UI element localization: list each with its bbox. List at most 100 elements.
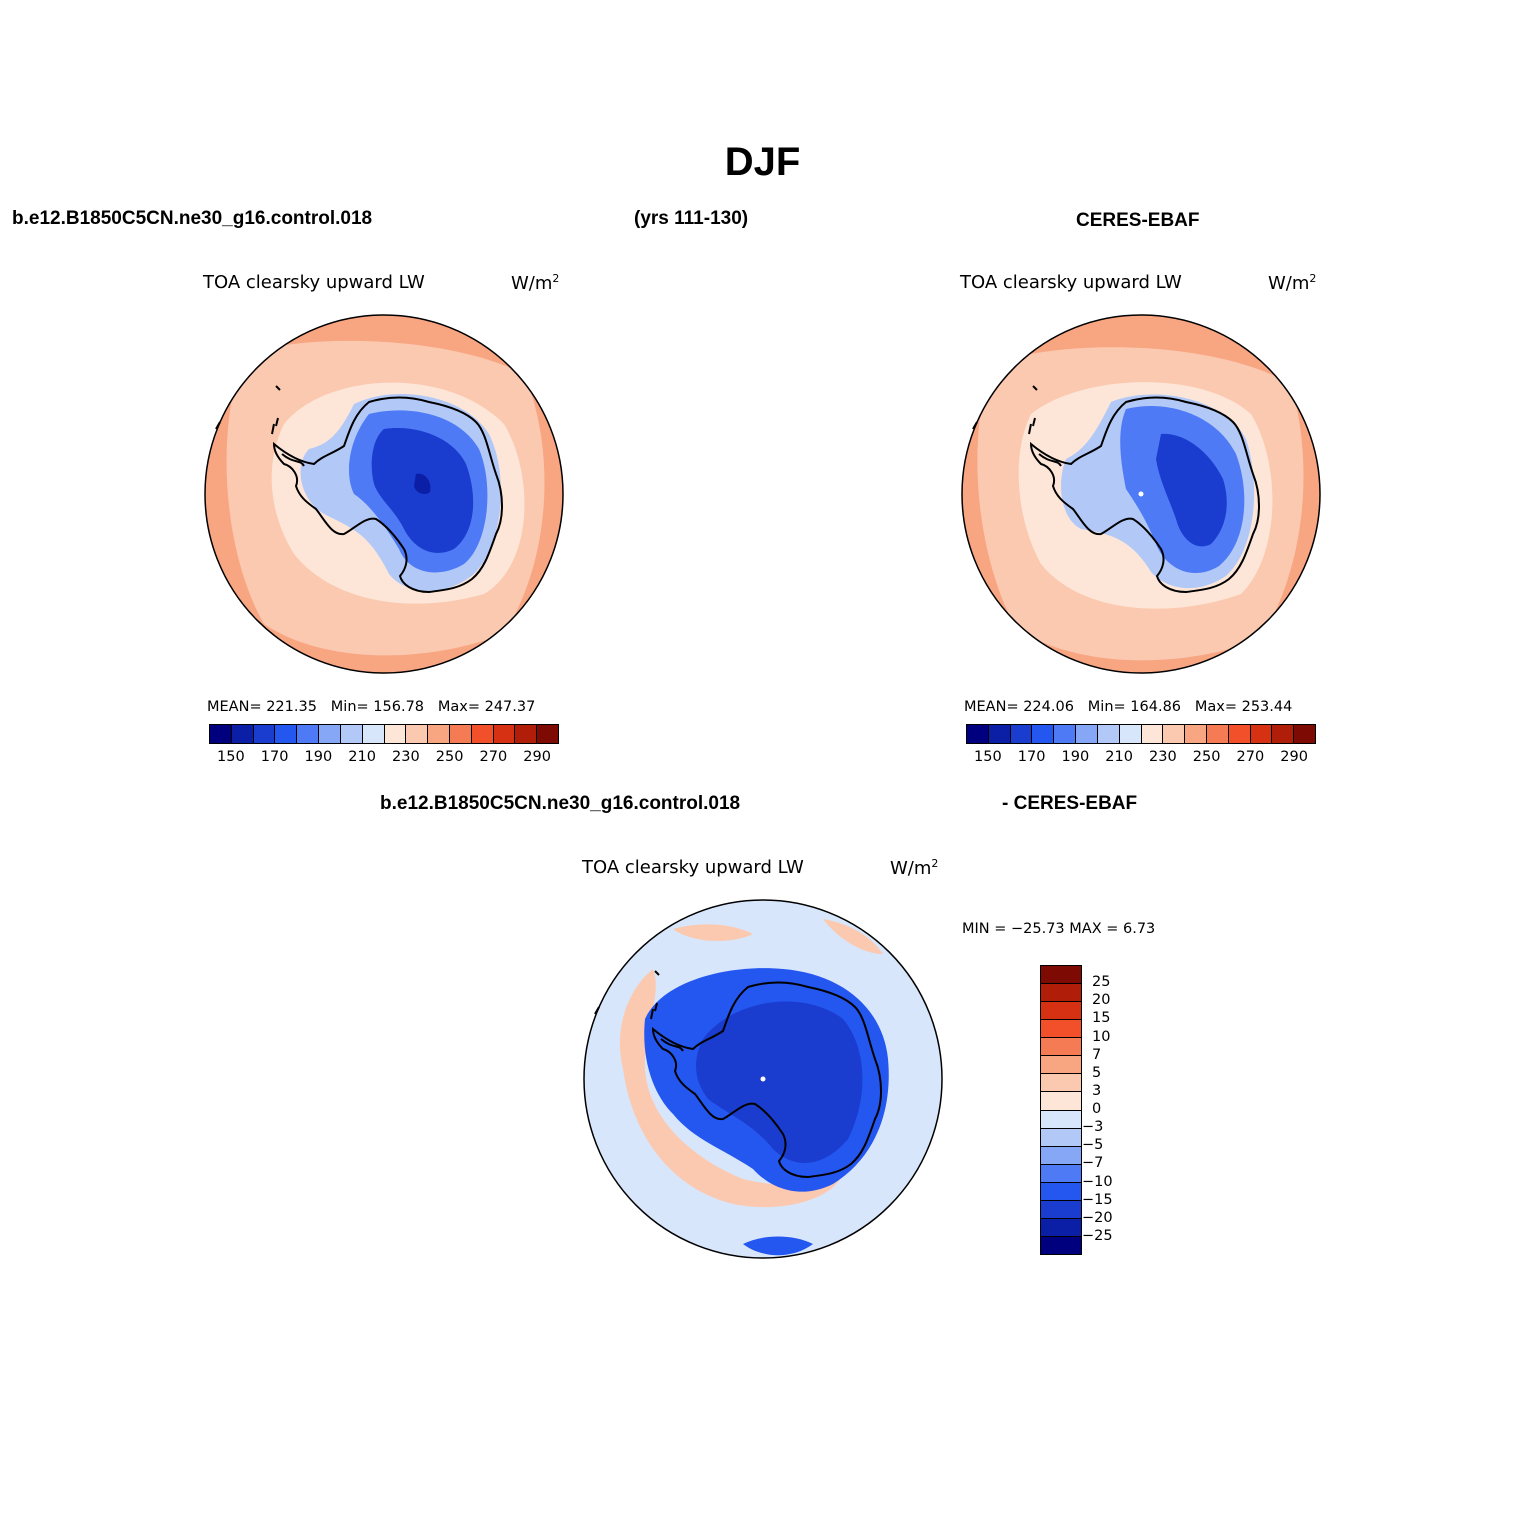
colorbar-swatch [428, 725, 450, 743]
colorbar-swatch [1141, 725, 1164, 743]
colorbar-tick-label: −10 [1082, 1173, 1113, 1190]
colorbar-swatch [1010, 725, 1033, 743]
colorbar-swatch [384, 725, 407, 743]
colorbar-swatch [319, 725, 341, 743]
colorbar-swatch [1041, 1020, 1081, 1039]
colorbar-tick-label: 10 [1092, 1028, 1111, 1045]
colorbar-tick-label: 210 [1105, 749, 1133, 765]
diff-minmax: MIN = −25.73 MAX = 6.73 [962, 921, 1156, 937]
colorbar-swatch [493, 725, 516, 743]
colorbar-tick-label: 190 [304, 749, 333, 765]
colorbar-tick-label: −3 [1082, 1119, 1104, 1136]
diff-units: W/m2 [890, 857, 939, 879]
colorbar-swatch [1041, 1110, 1081, 1129]
colorbar-tick-label: 15 [1092, 1010, 1111, 1027]
years-header: (yrs 111-130) [634, 208, 749, 229]
colorbar-tick-label: −5 [1082, 1137, 1104, 1154]
colorbar-swatch [471, 725, 494, 743]
colorbar-swatch [1041, 1182, 1081, 1201]
colorbar-swatch [340, 725, 363, 743]
colorbar-swatch [406, 725, 429, 743]
colorbar-swatch [988, 725, 1011, 743]
model-units: W/m2 [511, 272, 560, 294]
obs-stats: MEAN= 224.06 Min= 164.86 Max= 253.44 [964, 699, 1293, 715]
colorbar-tick-label: −15 [1082, 1191, 1113, 1208]
obs-colorbar-ticks: 150 170 190 210 230 250 270 290 [966, 749, 1316, 769]
obs-polar-map [961, 314, 1321, 674]
colorbar-swatch [210, 725, 232, 743]
case-name-header: b.e12.B1850C5CN.ne30_g16.control.018 [12, 208, 373, 229]
diff-colorbar-labels: 25 20 15 10 7 5 3 0 −3 −5 −7 −10 −15 −20 −25 [1082, 965, 1150, 1255]
colorbar-tick-label: 270 [1236, 749, 1265, 765]
colorbar-swatch [275, 725, 298, 743]
colorbar-tick-label: 5 [1092, 1064, 1102, 1081]
colorbar-swatch [1041, 1146, 1081, 1165]
model-colorbar [209, 724, 559, 744]
colorbar-swatch [1041, 966, 1081, 985]
colorbar-swatch [1041, 1092, 1081, 1111]
colorbar-swatch [1076, 725, 1098, 743]
colorbar-swatch [1054, 725, 1077, 743]
obs-colorbar [966, 724, 1316, 744]
colorbar-tick-label: −20 [1082, 1209, 1113, 1226]
colorbar-tick-label: 7 [1092, 1046, 1102, 1063]
colorbar-swatch [231, 725, 254, 743]
diff-colorbar [1040, 965, 1082, 1255]
colorbar-swatch [1032, 725, 1055, 743]
model-colorbar-ticks: 150 170 190 210 230 250 270 290 [209, 749, 559, 769]
colorbar-tick-label: −25 [1082, 1227, 1113, 1244]
colorbar-swatch [1041, 1128, 1081, 1147]
obs-plot-title: TOA clearsky upward LW [960, 272, 1182, 293]
colorbar-tick-label: 230 [392, 749, 420, 765]
colorbar-swatch [1041, 1002, 1081, 1021]
colorbar-tick-label: 290 [523, 749, 551, 765]
colorbar-swatch [1119, 725, 1142, 743]
colorbar-swatch [967, 725, 989, 743]
colorbar-swatch [1041, 1074, 1081, 1093]
colorbar-tick-label: 210 [348, 749, 376, 765]
colorbar-swatch [1097, 725, 1120, 743]
model-stats: MEAN= 221.35 Min= 156.78 Max= 247.37 [207, 699, 536, 715]
colorbar-swatch [1041, 1038, 1081, 1057]
colorbar-swatch [1041, 1236, 1081, 1254]
colorbar-swatch [1206, 725, 1229, 743]
colorbar-swatch [1228, 725, 1251, 743]
colorbar-swatch [253, 725, 276, 743]
colorbar-swatch [1272, 725, 1295, 743]
colorbar-tick-label: 25 [1092, 974, 1111, 991]
colorbar-tick-label: 170 [260, 749, 289, 765]
colorbar-swatch [1294, 725, 1315, 743]
colorbar-tick-label: 250 [435, 749, 464, 765]
colorbar-tick-label: −7 [1082, 1155, 1104, 1172]
colorbar-swatch [515, 725, 538, 743]
colorbar-swatch [1163, 725, 1186, 743]
model-polar-map [204, 314, 564, 674]
colorbar-swatch [1185, 725, 1207, 743]
model-plot-title: TOA clearsky upward LW [203, 272, 425, 293]
diff-obs-header: - CERES-EBAF [1002, 793, 1138, 814]
obs-units: W/m2 [1268, 272, 1317, 294]
colorbar-swatch [1041, 1200, 1081, 1219]
colorbar-tick-label: 20 [1092, 992, 1111, 1009]
colorbar-swatch [1041, 1056, 1081, 1075]
colorbar-tick-label: 230 [1149, 749, 1177, 765]
colorbar-tick-label: 190 [1061, 749, 1090, 765]
obs-name-header: CERES-EBAF [1076, 210, 1200, 231]
colorbar-swatch [362, 725, 385, 743]
colorbar-tick-label: 0 [1092, 1101, 1102, 1117]
colorbar-tick-label: 150 [974, 749, 1002, 765]
colorbar-swatch [537, 725, 558, 743]
colorbar-tick-label: 290 [1280, 749, 1308, 765]
diff-polar-map [583, 899, 943, 1259]
colorbar-tick-label: 170 [1017, 749, 1046, 765]
diff-case-header: b.e12.B1850C5CN.ne30_g16.control.018 [380, 793, 741, 814]
colorbar-tick-label: 150 [217, 749, 245, 765]
colorbar-tick-label: 270 [479, 749, 508, 765]
figure-title: DJF [724, 140, 801, 184]
diff-plot-title: TOA clearsky upward LW [582, 857, 804, 878]
colorbar-swatch [1041, 1218, 1081, 1237]
colorbar-tick-label: 3 [1092, 1082, 1102, 1099]
colorbar-swatch [1041, 984, 1081, 1003]
colorbar-swatch [1250, 725, 1273, 743]
colorbar-tick-label: 250 [1192, 749, 1221, 765]
